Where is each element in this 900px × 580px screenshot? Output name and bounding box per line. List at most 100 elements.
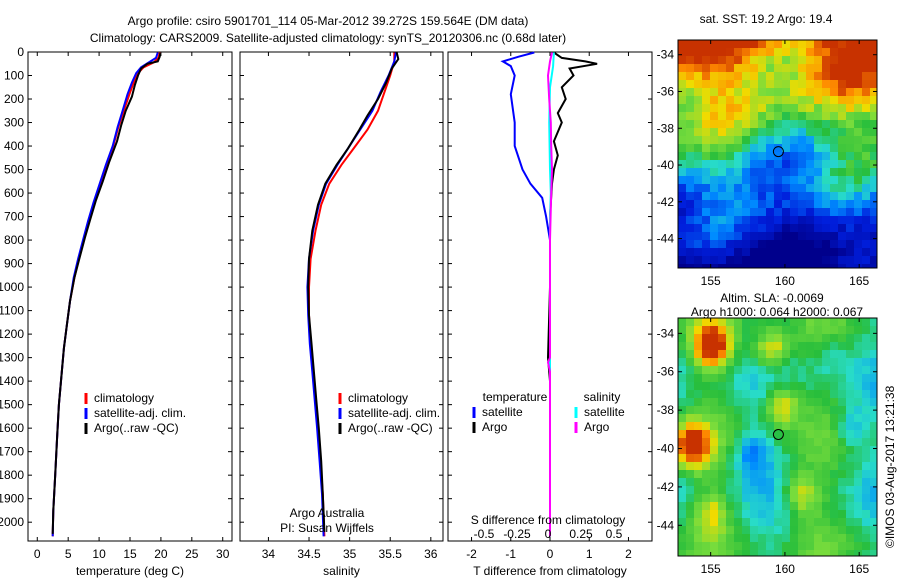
sst-map-cell: [830, 120, 838, 128]
sst-map-cell: [742, 56, 750, 64]
difference-xtick-label: -2: [466, 547, 477, 561]
sst-map-cell: [734, 80, 742, 88]
sst-map-cell: [830, 40, 838, 48]
sst-map-cell: [830, 208, 838, 216]
sla-map-cell: [742, 510, 750, 518]
sla-map-cell: [854, 478, 862, 486]
sst-map-cell: [790, 72, 798, 80]
sst-map-cell: [774, 112, 782, 120]
sst-map-cell: [814, 88, 822, 96]
sla-map-frame: [677, 317, 878, 557]
sst-map-cell: [726, 112, 734, 120]
sla-map-cell: [678, 446, 686, 454]
sst-map-cell: [798, 40, 806, 48]
sst-map-cell: [766, 208, 774, 216]
sst-map-cell: [774, 160, 782, 168]
sla-map-cell: [854, 390, 862, 398]
sst-map-cell: [710, 104, 718, 112]
sst-map-cell: [718, 128, 726, 136]
sla-map-cell: [726, 502, 734, 510]
sst-map-cell: [702, 216, 710, 224]
sla-map-cell: [694, 470, 702, 478]
sla-map-cell: [822, 542, 830, 550]
sst-map-cell: [814, 96, 822, 104]
sla-map-cell: [782, 510, 790, 518]
sst-map-cell: [686, 128, 694, 136]
sst-map-cell: [710, 216, 718, 224]
sst-map-cell: [846, 256, 854, 264]
sst-map-cell: [870, 96, 877, 104]
sst-map-cell: [694, 56, 702, 64]
sst-map-cell: [774, 224, 782, 232]
sst-map-cell: [854, 152, 862, 160]
sla-map-cell: [734, 326, 742, 334]
sla-map-cell: [710, 438, 718, 446]
sst-map-cell: [718, 56, 726, 64]
sst-map-cell: [702, 200, 710, 208]
sst-map-cell: [854, 48, 862, 56]
sst-map-cell: [862, 248, 870, 256]
sla-map-cell: [766, 470, 774, 478]
sst-map-ytick-label: -34: [657, 48, 675, 62]
sla-map-cell: [782, 374, 790, 382]
sst-map-cell: [718, 120, 726, 128]
sst-map-cell: [726, 232, 734, 240]
sla-map-cell: [830, 494, 838, 502]
sla-map-cell: [822, 534, 830, 542]
sla-map-cell: [870, 334, 877, 342]
sla-map-cell: [742, 526, 750, 534]
sst-map-cell: [790, 48, 798, 56]
sst-map-cell: [838, 96, 846, 104]
sla-map-cell: [678, 494, 686, 502]
sst-map-cell: [726, 152, 734, 160]
sla-map-cell: [822, 462, 830, 470]
sst-map-cell: [822, 144, 830, 152]
sst-map-cell: [822, 240, 830, 248]
sst-map-cell: [854, 160, 862, 168]
sla-map-cell: [798, 518, 806, 526]
salinity-xtick-label: 34.5: [297, 547, 321, 561]
sla-map-cell: [854, 358, 862, 366]
sla-map-cell: [686, 550, 694, 556]
sla-map-cell: [774, 406, 782, 414]
sla-map-cell: [790, 414, 798, 422]
sst-map-cell: [734, 208, 742, 216]
sla-map-cell: [806, 430, 814, 438]
sst-map-cell: [846, 128, 854, 136]
sst-map-cell: [742, 48, 750, 56]
sla-map-cell: [742, 494, 750, 502]
sst-map-cell: [694, 248, 702, 256]
sla-map-cell: [758, 550, 766, 556]
sla-map-cell: [702, 318, 710, 326]
sla-map-cell: [806, 510, 814, 518]
sla-map-cell: [830, 350, 838, 358]
sla-map-cell: [734, 446, 742, 454]
sla-map-cell: [870, 446, 877, 454]
difference-top-tick-label: 0.25: [569, 527, 593, 541]
sla-map-cell: [678, 382, 686, 390]
sla-map-cell: [710, 406, 718, 414]
sla-map-cell: [854, 518, 862, 526]
sla-map-cell: [750, 542, 758, 550]
sla-map-cell: [702, 422, 710, 430]
sst-map-cell: [862, 88, 870, 96]
sla-map-cell: [854, 326, 862, 334]
sst-map-cell: [726, 48, 734, 56]
sst-map-cell: [734, 72, 742, 80]
sst-map-cell: [814, 64, 822, 72]
sla-map-cell: [718, 438, 726, 446]
sst-map-cell: [790, 152, 798, 160]
sst-map-cell: [702, 208, 710, 216]
sst-map-cell: [814, 216, 822, 224]
sst-map-cell: [870, 176, 877, 184]
sla-map-cell: [814, 382, 822, 390]
sst-map-cell: [718, 216, 726, 224]
sla-map-cell: [774, 382, 782, 390]
sst-map-cell: [846, 168, 854, 176]
sst-map-cell: [822, 64, 830, 72]
sst-map-cell: [814, 248, 822, 256]
sst-map-cell: [830, 232, 838, 240]
sst-map-cell: [710, 160, 718, 168]
sst-map-cell: [822, 96, 830, 104]
sst-map-cell: [774, 240, 782, 248]
